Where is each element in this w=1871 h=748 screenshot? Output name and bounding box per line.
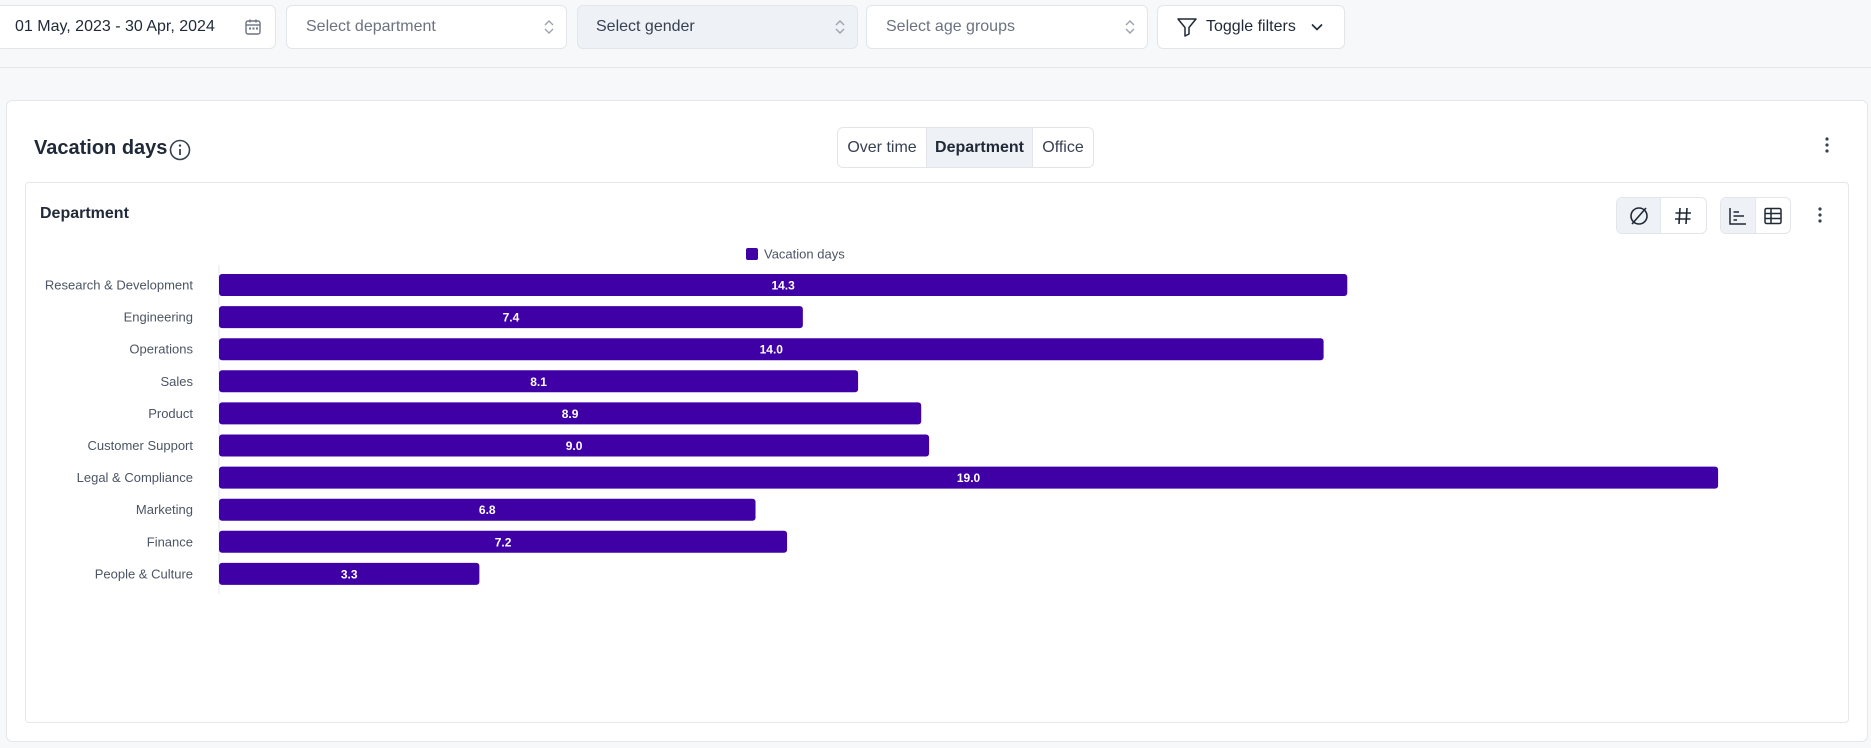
date-range-picker[interactable]: 01 May, 2023 - 30 Apr, 2024 (0, 5, 276, 49)
chevron-up-down-icon (544, 20, 554, 34)
y-tick-label: Engineering (124, 310, 193, 325)
empty-set-icon (1629, 206, 1648, 225)
bar-chart-icon (1729, 207, 1746, 225)
filter-bar: 01 May, 2023 - 30 Apr, 2024 Select depar… (0, 0, 1871, 68)
y-tick-label: Marketing (136, 502, 193, 517)
y-tick-label: Legal & Compliance (77, 470, 193, 485)
bar[interactable] (219, 370, 859, 393)
more-vertical-icon[interactable] (1810, 201, 1830, 229)
hash-icon (1675, 207, 1691, 224)
age-group-select[interactable]: Select age groups (866, 5, 1148, 49)
bar-value-label: 8.1 (530, 375, 547, 389)
bar-value-label: 19.0 (957, 471, 981, 485)
bar-value-label: 7.4 (503, 311, 520, 325)
empty-set-button[interactable] (1617, 198, 1661, 233)
calendar-icon (245, 19, 261, 35)
y-tick-label: Sales (160, 374, 193, 389)
bar-value-label: 14.0 (760, 343, 784, 357)
bar[interactable] (219, 434, 930, 457)
bar-value-label: 14.3 (771, 279, 795, 293)
vacation-days-bar-chart: Vacation days Research & Development 14.3 E… (45, 247, 1719, 594)
number-format-button[interactable] (1661, 198, 1705, 233)
tab-over-time[interactable]: Over time (838, 128, 927, 167)
more-vertical-icon[interactable] (1817, 131, 1837, 159)
bar[interactable] (219, 402, 922, 425)
view-tabs: Over time Department Office (837, 127, 1094, 168)
department-select[interactable]: Select department (286, 5, 567, 49)
bar[interactable] (219, 498, 756, 521)
age-group-select-placeholder: Select age groups (886, 18, 1015, 35)
y-tick-label: People & Culture (95, 566, 193, 581)
toggle-filters-button[interactable]: Toggle filters (1157, 5, 1345, 49)
y-tick-label: Research & Development (45, 278, 194, 293)
vacation-days-card: Vacation days Over time Department Offic… (6, 100, 1868, 742)
tab-office[interactable]: Office (1042, 138, 1084, 156)
department-chart-panel: Department Vacation days Research & Devel… (25, 182, 1849, 723)
toggle-filters-label: Toggle filters (1206, 18, 1296, 35)
bar[interactable] (219, 338, 1324, 361)
filter-icon (1177, 18, 1197, 37)
bar[interactable] (219, 466, 1719, 489)
card-title: Vacation days (34, 137, 168, 159)
bar[interactable] (219, 274, 1348, 296)
bar-value-label: 3.3 (341, 567, 358, 581)
chevron-down-icon (1311, 23, 1323, 31)
gender-select[interactable]: Select gender (577, 5, 858, 49)
bar-value-label: 7.2 (495, 535, 512, 549)
legend-swatch (746, 248, 758, 260)
bar-value-label: 6.8 (479, 503, 496, 517)
value-format-toggle (1616, 197, 1707, 234)
date-range-value: 01 May, 2023 - 30 Apr, 2024 (15, 18, 215, 35)
legend-label: Vacation days (764, 247, 845, 262)
y-tick-label: Operations (129, 342, 193, 357)
table-icon (1764, 207, 1782, 224)
bar-value-label: 9.0 (566, 439, 583, 453)
y-tick-label: Product (148, 406, 193, 421)
bar[interactable] (219, 306, 803, 329)
panel-title: Department (40, 205, 129, 222)
y-tick-label: Customer Support (88, 438, 194, 453)
bar[interactable] (219, 530, 788, 553)
info-icon[interactable] (168, 138, 192, 162)
department-select-placeholder: Select department (306, 18, 436, 35)
bar[interactable] (219, 562, 480, 585)
y-tick-label: Finance (147, 534, 193, 549)
view-type-toggle (1720, 197, 1791, 234)
chevron-up-down-icon (1125, 20, 1135, 34)
bar-value-label: 8.9 (562, 407, 579, 421)
chevron-up-down-icon (835, 20, 845, 34)
gender-select-placeholder: Select gender (596, 18, 695, 35)
table-view-button[interactable] (1756, 198, 1791, 233)
chart-view-button[interactable] (1721, 198, 1756, 233)
tab-department[interactable]: Department (927, 128, 1033, 167)
